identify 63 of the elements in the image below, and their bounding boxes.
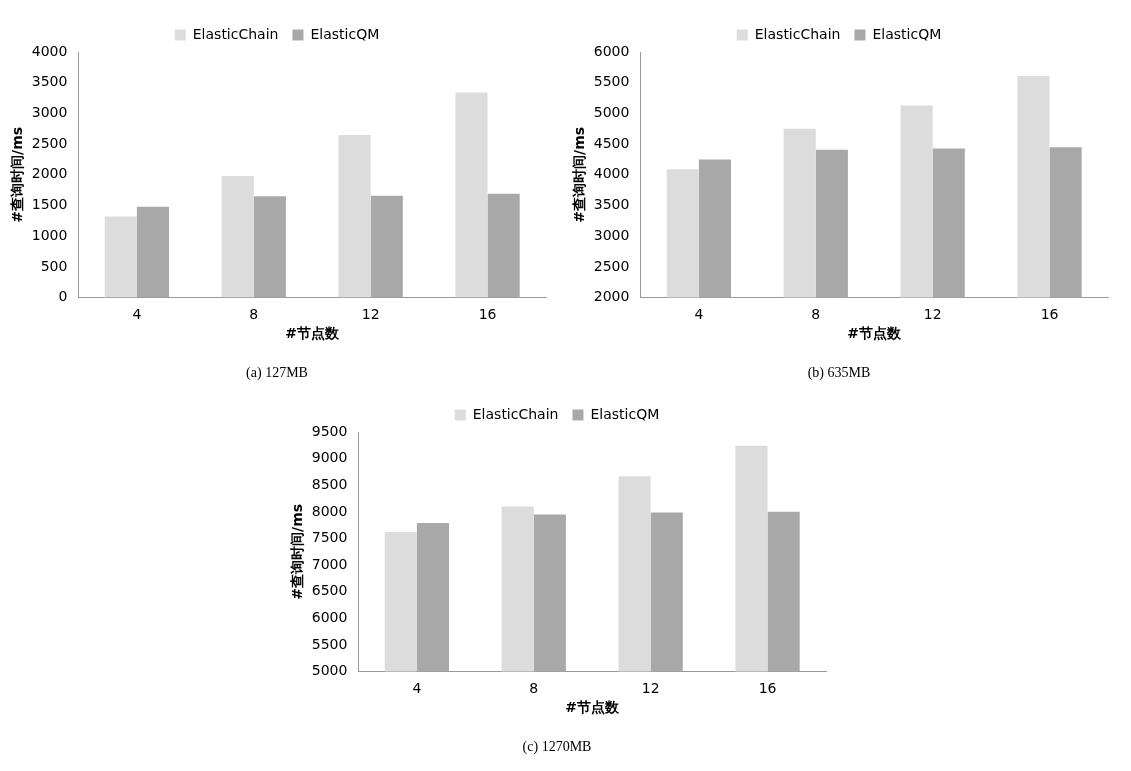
x-tick-label: 12 [361, 305, 380, 322]
y-tick-label: 3000 [593, 226, 630, 243]
y-tick-label: 2500 [31, 134, 68, 151]
x-tick-label: 12 [641, 679, 660, 696]
legend-label: ElasticChain [472, 405, 559, 422]
y-axis-title: #查询时间/ms [571, 126, 588, 223]
x-axis-title: #节点数 [285, 325, 341, 342]
y-tick-label: 5000 [311, 662, 348, 679]
y-tick-label: 4500 [593, 134, 630, 151]
y-tick-label: 8500 [311, 475, 348, 492]
bar [104, 216, 137, 298]
legend-label: ElasticQM [872, 25, 942, 42]
y-tick-label: 3500 [593, 196, 630, 213]
x-tick-label: 16 [478, 305, 497, 322]
legend-label: ElasticQM [590, 405, 660, 422]
text: (b) 635MB [807, 365, 871, 382]
y-tick-label: 7500 [311, 529, 348, 546]
bar [221, 176, 254, 298]
x-tick-label: 8 [249, 305, 259, 322]
x-axis-title: #节点数 [565, 699, 621, 716]
x-tick-label: 8 [529, 679, 539, 696]
y-tick-label: 1000 [31, 226, 68, 243]
y-tick-label: 4000 [593, 165, 630, 182]
y-tick-label: 5000 [593, 104, 630, 121]
x-tick-label: 16 [1040, 305, 1059, 322]
bar [253, 196, 286, 298]
y-axis-title: #查询时间/ms [9, 126, 26, 223]
legend-label: ElasticChain [754, 25, 841, 42]
y-tick-label: 8000 [311, 502, 348, 519]
bar [487, 193, 520, 298]
y-tick-label: 2000 [593, 288, 630, 305]
x-tick-label: 4 [694, 305, 704, 322]
y-tick-label: 5500 [311, 635, 348, 652]
text: (c) 1270MB [522, 739, 592, 756]
legend-label: ElasticQM [310, 25, 380, 42]
y-axis-title: #查询时间/ms [289, 503, 306, 600]
y-tick-label: 6000 [311, 609, 348, 625]
y-tick-label: 5500 [593, 73, 630, 90]
y-tick-label: 1500 [31, 196, 68, 213]
x-tick-label: 8 [811, 305, 821, 322]
y-tick-label: 0 [58, 288, 68, 305]
y-tick-label: 7000 [311, 555, 348, 572]
y-tick-label: 500 [40, 257, 68, 274]
y-tick-label: 3500 [31, 73, 68, 90]
x-tick-label: 12 [923, 305, 942, 322]
bar [136, 206, 170, 298]
y-tick-label: 2500 [593, 257, 630, 274]
bar [370, 195, 403, 298]
y-tick-label: 3000 [31, 104, 68, 121]
legend-label: ElasticChain [192, 25, 279, 42]
bar [455, 92, 488, 298]
y-tick-label: 2000 [31, 165, 68, 182]
x-tick-label: 4 [132, 305, 142, 322]
y-tick-label: 9000 [311, 449, 348, 466]
x-axis-title: #节点数 [847, 325, 903, 342]
y-tick-label: 6500 [311, 582, 348, 599]
text: (a) 127MB [246, 365, 308, 382]
x-tick-label: 4 [412, 679, 422, 696]
bar [338, 134, 371, 298]
y-tick-label: 9500 [311, 422, 348, 439]
x-tick-label: 16 [758, 679, 777, 696]
y-tick-label: 4000 [31, 42, 68, 59]
y-tick-label: 6000 [593, 42, 630, 59]
